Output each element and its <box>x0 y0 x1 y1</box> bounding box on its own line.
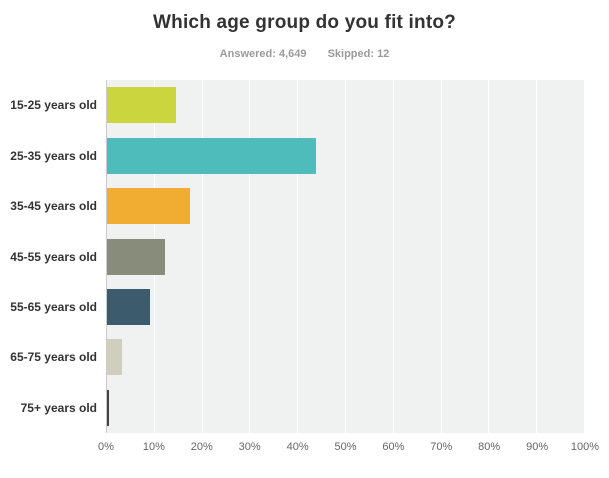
category-label-45-55-years-old: 45-55 years old <box>10 249 97 264</box>
gridline-90% <box>536 80 538 433</box>
gridline-20% <box>201 80 203 433</box>
skipped-count: Skipped: 12 <box>327 48 390 60</box>
gridline-100% <box>584 80 585 433</box>
bar-35-45-years-old <box>107 188 190 225</box>
category-label-15-25-years-old: 15-25 years old <box>10 98 97 113</box>
x-tick-40%: 40% <box>286 441 309 453</box>
chart-subtitle: Answered: 4,649 Skipped: 12 <box>0 48 609 60</box>
gridline-60% <box>392 80 394 433</box>
bar-55-65-years-old <box>107 288 151 325</box>
x-tick-50%: 50% <box>334 441 357 453</box>
bar-45-55-years-old <box>107 238 165 275</box>
category-label-75-years-old: 75+ years old <box>20 400 97 415</box>
x-tick-0%: 0% <box>98 441 114 453</box>
bar-65-75-years-old <box>107 339 122 376</box>
x-tick-90%: 90% <box>526 441 549 453</box>
category-label-65-75-years-old: 65-75 years old <box>10 350 97 365</box>
x-tick-60%: 60% <box>382 441 405 453</box>
gridline-70% <box>440 80 442 433</box>
x-tick-10%: 10% <box>142 441 165 453</box>
category-label-35-45-years-old: 35-45 years old <box>10 199 97 214</box>
gridline-80% <box>488 80 490 433</box>
gridline-50% <box>345 80 346 433</box>
y-axis-labels: 15-25 years old 25-35 years old 35-45 year… <box>0 80 97 433</box>
plot-area <box>106 80 585 433</box>
x-tick-70%: 70% <box>430 441 453 453</box>
chart-title: Which age group do you fit into? <box>153 12 456 33</box>
x-tick-30%: 30% <box>238 441 261 453</box>
gridline-40% <box>297 80 299 433</box>
x-tick-80%: 80% <box>478 441 501 453</box>
category-label-55-65-years-old: 55-65 years old <box>10 299 97 314</box>
gridline-30% <box>249 80 251 433</box>
x-tick-20%: 20% <box>190 441 213 453</box>
x-axis-labels: 0% 10% 20% 30% 40% 50% 60% 70% 80% 90% 100% <box>98 441 599 457</box>
x-tick-100%: 100% <box>570 441 600 453</box>
category-label-25-35-years-old: 25-35 years old <box>10 148 97 163</box>
bar-75-years-old <box>107 389 110 426</box>
bar-15-25-years-old <box>107 87 177 124</box>
bar-25-35-years-old <box>107 137 317 174</box>
answered-count: Answered: 4,649 <box>219 48 307 60</box>
